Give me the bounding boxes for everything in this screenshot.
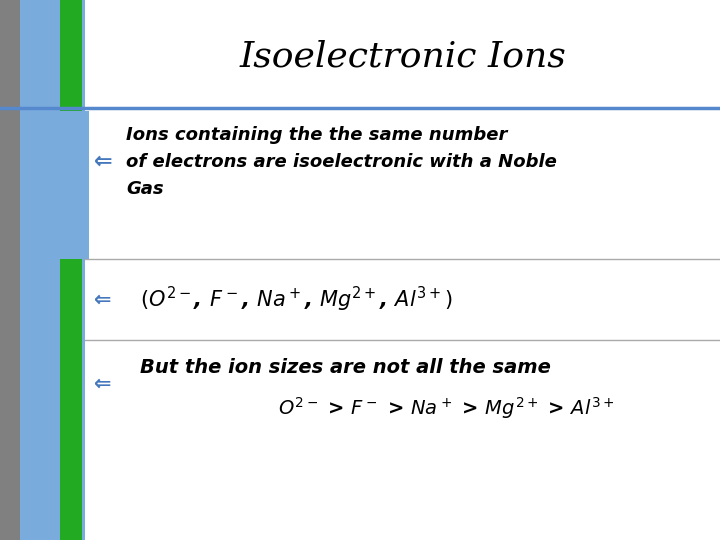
Bar — [20, 0, 85, 540]
Text: $(O^{2-}$, $F^-$, $Na^+$, $Mg^{2+}$, $Al^{3+})$: $(O^{2-}$, $F^-$, $Na^+$, $Mg^{2+}$, $Al… — [140, 285, 453, 314]
Text: Gas: Gas — [126, 180, 163, 198]
Text: But the ion sizes are not all the same: But the ion sizes are not all the same — [140, 357, 552, 377]
Text: of electrons are isoelectronic with a Noble: of electrons are isoelectronic with a No… — [126, 153, 557, 171]
Text: ⇐: ⇐ — [94, 289, 112, 310]
Bar — [20, 111, 89, 259]
Bar — [60, 0, 82, 540]
Text: $O^{2-}$ > $F^-$ > $Na^+$ > $Mg^{2+}$ > $Al^{3+}$: $O^{2-}$ > $F^-$ > $Na^+$ > $Mg^{2+}$ > … — [278, 395, 615, 421]
Bar — [85, 0, 720, 108]
Bar — [85, 0, 720, 540]
Text: ⇐: ⇐ — [94, 373, 112, 394]
Bar — [0, 0, 20, 540]
Text: ⇐: ⇐ — [94, 152, 112, 172]
Bar — [85, 108, 720, 540]
Text: Isoelectronic Ions: Isoelectronic Ions — [239, 40, 566, 73]
Text: Ions containing the the same number: Ions containing the the same number — [126, 126, 508, 144]
